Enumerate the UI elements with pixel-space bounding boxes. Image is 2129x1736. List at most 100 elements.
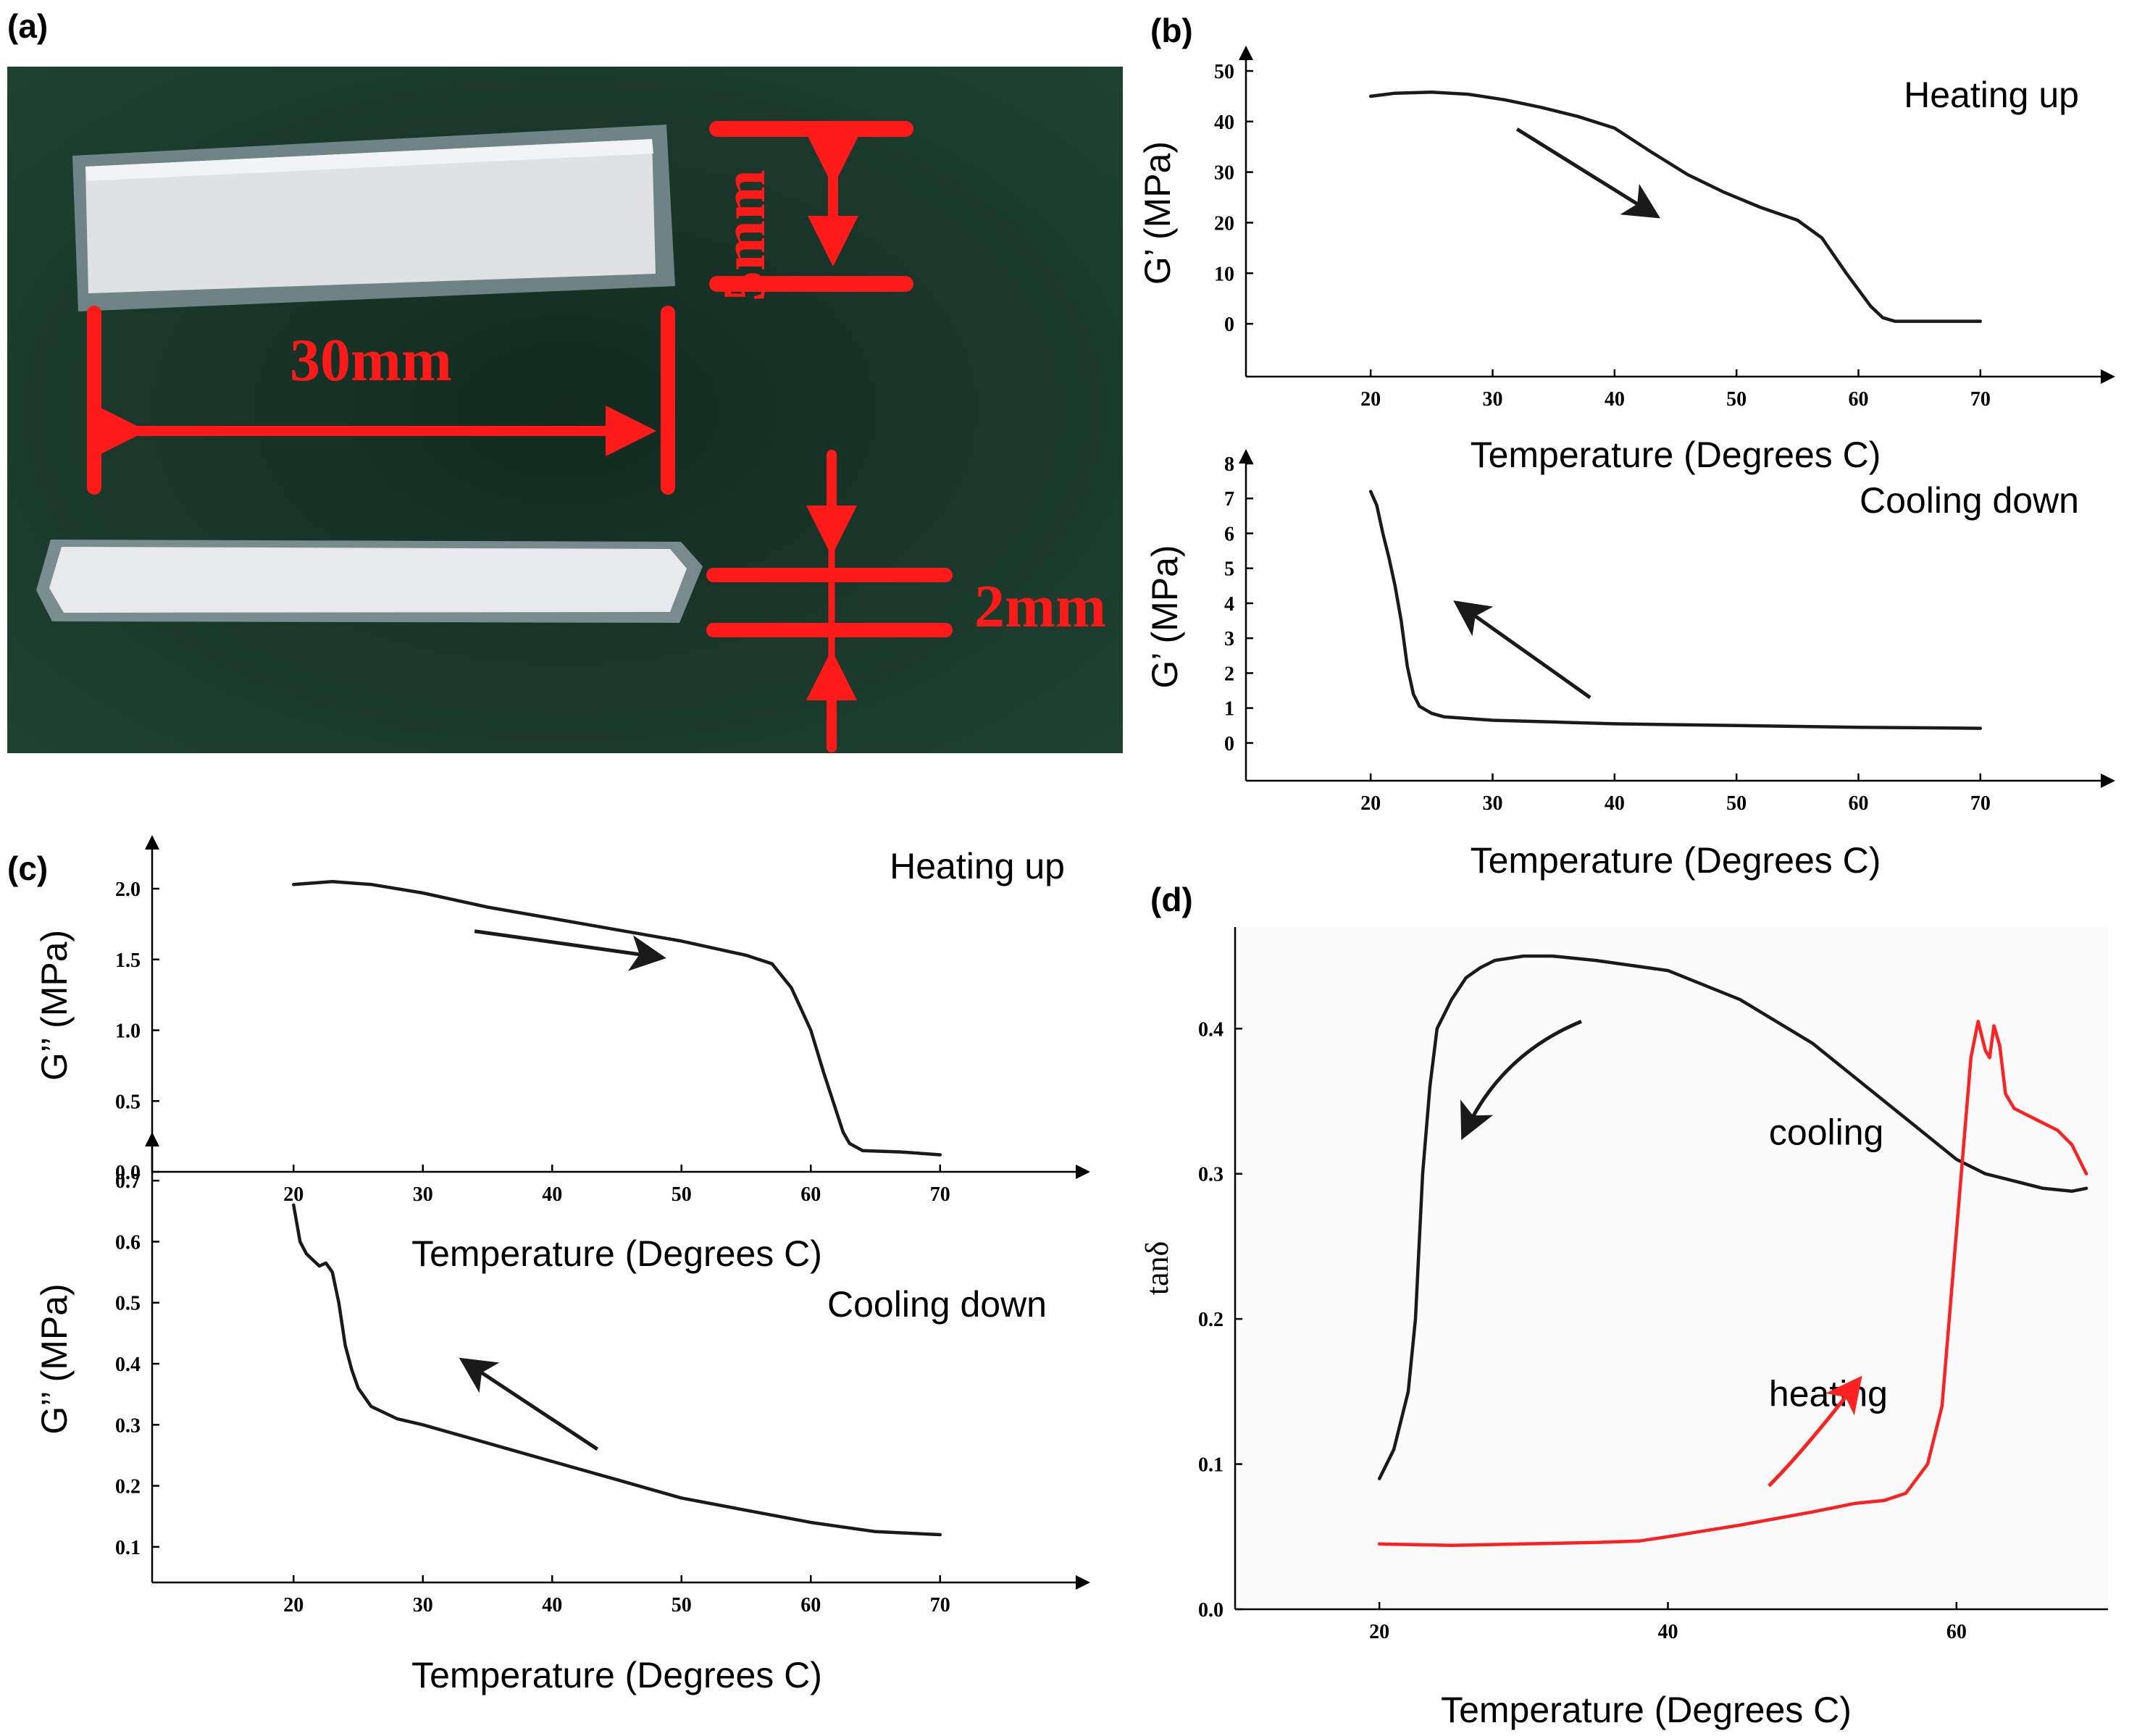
x-axis-title: Temperature (Degrees C) xyxy=(1471,840,1881,881)
x-tick-label: 60 xyxy=(800,1183,821,1206)
y-tick-label: 1 xyxy=(1224,698,1234,721)
y-tick-label: 0.5 xyxy=(115,1293,141,1315)
y-tick-label: 0.0 xyxy=(115,1162,141,1184)
x-tick-label: 60 xyxy=(1849,792,1869,815)
y-axis-title: G’ (MPa) xyxy=(1137,141,1178,285)
chart-b-bottom: 20 30 40 50 60 70 0 1 2 3 4 5 6 7 8 Temperature (Degree… xyxy=(1145,449,2115,881)
y-tick-label: 10 xyxy=(1214,263,1234,285)
y-tick-label: 2 xyxy=(1224,663,1234,685)
y-tick-label: 2.0 xyxy=(115,879,141,901)
direction-arrow xyxy=(474,929,666,971)
specimen-top xyxy=(72,125,675,311)
x-tick-label: 20 xyxy=(283,1594,304,1617)
dim-thickness-label: 2mm xyxy=(974,573,1106,640)
panel-a-label: (a) xyxy=(7,7,48,45)
y-tick-label: 8 xyxy=(1224,453,1234,476)
x-tick-label: 50 xyxy=(1726,792,1747,815)
panel-a: (a) 30mm 5mm 2mm xyxy=(7,7,1123,753)
panel-label: (c) xyxy=(7,850,48,887)
y-tick-label: 0 xyxy=(1224,314,1234,336)
x-tick-label: 20 xyxy=(1360,388,1381,411)
annotation: Cooling down xyxy=(827,1284,1047,1325)
direction-arrow xyxy=(1453,600,1591,700)
x-tick-label: 50 xyxy=(672,1183,692,1206)
chart-d: 20 40 60 0.0 0.1 0.2 0.3 0.4 Temperature (Degree… xyxy=(1139,881,2108,1730)
series-line xyxy=(1368,490,1983,730)
dimension-marks xyxy=(87,121,953,752)
y-tick-label: 50 xyxy=(1214,61,1234,83)
dim-width-label: 5mm xyxy=(711,169,778,301)
x-tick-label: 40 xyxy=(1605,792,1625,815)
x-tick-label: 20 xyxy=(1369,1621,1389,1643)
x-tick-label: 60 xyxy=(1946,1621,1967,1643)
y-tick-label: 7 xyxy=(1224,488,1234,511)
x-tick-label: 70 xyxy=(930,1183,950,1206)
specimen-bottom xyxy=(36,540,703,623)
y-tick-label: 0 xyxy=(1224,733,1234,755)
chart-b-top: 20 30 40 50 60 70 0 10 20 30 40 50 Temperature (Degr… xyxy=(1137,12,2115,475)
y-tick-label: 0.3 xyxy=(115,1414,141,1437)
x-tick-label: 50 xyxy=(672,1594,692,1617)
annotation: Heating up xyxy=(890,846,1065,886)
x-tick-label: 40 xyxy=(1658,1621,1678,1643)
y-tick-label: 0.4 xyxy=(115,1354,141,1376)
annotation: Cooling down xyxy=(1860,480,2079,521)
y-axis-title: G’’ (MPa) xyxy=(34,1283,75,1434)
panel-label: (b) xyxy=(1150,12,1193,49)
y-tick-label: 1.0 xyxy=(115,1020,141,1043)
x-axis-title: Temperature (Degrees C) xyxy=(1471,435,1881,475)
x-tick-label: 70 xyxy=(1970,388,1991,411)
panel-label: (d) xyxy=(1150,881,1193,918)
x-tick-label: 30 xyxy=(413,1183,433,1206)
y-tick-label: 0.3 xyxy=(1198,1164,1224,1186)
y-tick-label: 4 xyxy=(1224,593,1234,616)
y-tick-label: 0.4 xyxy=(1198,1018,1224,1041)
series-line-heating xyxy=(1377,1020,2088,1548)
y-tick-label: 0.6 xyxy=(115,1231,141,1254)
series-line xyxy=(1368,91,1983,323)
direction-arrow xyxy=(1460,1019,1582,1141)
x-tick-label: 50 xyxy=(1726,388,1747,411)
series-line xyxy=(292,880,942,1157)
y-axis-title: G’ (MPa) xyxy=(1145,545,1185,688)
x-tick-label: 60 xyxy=(800,1594,821,1617)
x-axis-title: Temperature (Degrees C) xyxy=(1441,1690,1852,1730)
chart-c-bottom: 20 30 40 50 60 70 0.1 0.2 0.3 0.4 0.5 0.6 0.7 Tempera… xyxy=(34,1132,1090,1695)
y-tick-label: 0.2 xyxy=(115,1476,141,1498)
x-tick-label: 60 xyxy=(1849,388,1869,411)
series-line-cooling xyxy=(1377,954,2088,1480)
x-axis-title: Temperature (Degrees C) xyxy=(411,1233,822,1274)
y-tick-label: 40 xyxy=(1214,112,1234,134)
y-tick-label: 30 xyxy=(1214,162,1234,185)
y-axis-title: tanδ xyxy=(1139,1241,1175,1296)
y-tick-label: 1.5 xyxy=(115,949,141,972)
y-tick-label: 0.1 xyxy=(115,1537,141,1559)
y-tick-label: 0.2 xyxy=(1198,1309,1224,1331)
x-tick-label: 40 xyxy=(542,1594,562,1617)
plot-area xyxy=(1235,927,2108,1609)
x-tick-label: 20 xyxy=(283,1183,304,1206)
y-tick-label: 3 xyxy=(1224,628,1234,650)
y-tick-label: 20 xyxy=(1214,212,1234,235)
y-tick-label: 0.5 xyxy=(115,1091,141,1113)
dim-length-label: 30mm xyxy=(290,327,452,394)
y-tick-label: 0.1 xyxy=(1198,1454,1224,1477)
y-tick-label: 6 xyxy=(1224,523,1234,545)
direction-arrow xyxy=(1515,127,1661,219)
series-line xyxy=(292,1203,942,1537)
annotation-cooling: cooling xyxy=(1769,1112,1883,1153)
x-tick-label: 20 xyxy=(1360,792,1381,815)
x-axis-title: Temperature (Degrees C) xyxy=(411,1655,822,1695)
y-tick-label: 0.7 xyxy=(115,1170,141,1193)
x-tick-label: 70 xyxy=(1970,792,1991,815)
direction-arrow xyxy=(459,1357,599,1451)
x-tick-label: 30 xyxy=(413,1594,433,1617)
y-tick-label: 5 xyxy=(1224,558,1234,581)
annotation-heating: heating xyxy=(1769,1373,1888,1414)
x-tick-label: 40 xyxy=(542,1183,562,1206)
x-tick-label: 30 xyxy=(1483,388,1503,411)
y-tick-label: 0.0 xyxy=(1198,1599,1224,1622)
x-tick-label: 40 xyxy=(1605,388,1625,411)
chart-c-top: 20 30 40 50 60 70 0.0 0.5 1.0 1.5 2.0 Temperature (… xyxy=(7,835,1090,1274)
